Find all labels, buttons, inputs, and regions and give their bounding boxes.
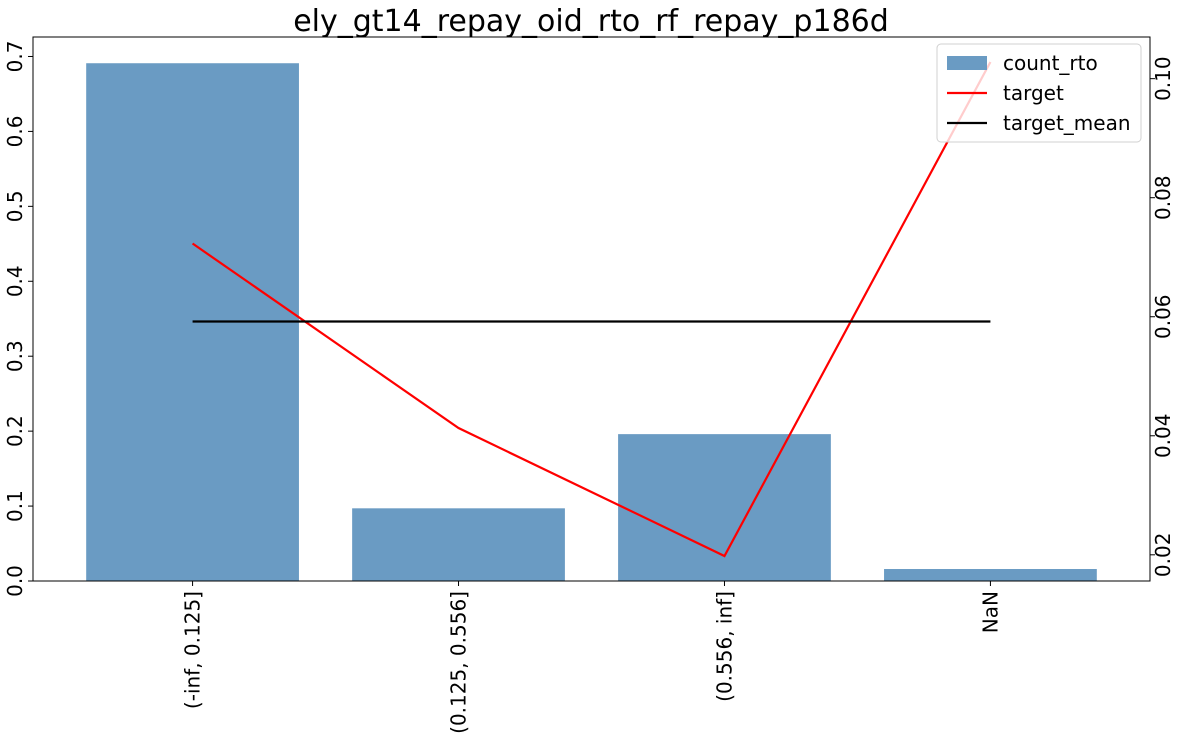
- left-tick-label-1: 0.1: [3, 490, 27, 522]
- left-tick-label-3: 0.3: [3, 340, 27, 372]
- left-tick-label-7: 0.7: [3, 41, 27, 73]
- chart-title: ely_gt14_repay_oid_rto_rf_repay_p186d: [293, 4, 889, 39]
- x-tick-label-0: (-inf, 0.125]: [181, 591, 205, 709]
- left-tick-label-0: 0.0: [3, 565, 27, 597]
- left-tick-label-5: 0.5: [3, 190, 27, 222]
- legend-label-target_mean: target_mean: [1003, 111, 1131, 135]
- x-tick-label-2: (0.556, inf]: [712, 591, 736, 702]
- bar-count_rto-2: [618, 434, 831, 581]
- legend-swatch-count_rto: [947, 56, 987, 70]
- lines-layer: [193, 62, 991, 556]
- legend-label-target: target: [1003, 81, 1064, 105]
- right-tick-label-4: 0.10: [1151, 56, 1175, 101]
- right-tick-label-3: 0.08: [1151, 175, 1175, 220]
- left-tick-label-4: 0.4: [3, 265, 27, 297]
- right-tick-label-0: 0.02: [1151, 533, 1175, 578]
- legend-label-count_rto: count_rto: [1003, 51, 1098, 75]
- right-tick-label-2: 0.06: [1151, 294, 1175, 339]
- x-tick-label-1: (0.125, 0.556]: [447, 591, 471, 734]
- bar-count_rto-3: [884, 569, 1097, 581]
- left-tick-label-6: 0.6: [3, 116, 27, 148]
- right-tick-label-1: 0.04: [1151, 414, 1175, 459]
- left-tick-label-2: 0.2: [3, 415, 27, 447]
- x-tick-label-3: NaN: [978, 591, 1002, 633]
- bar-count_rto-1: [352, 508, 565, 581]
- line-target: [193, 62, 991, 556]
